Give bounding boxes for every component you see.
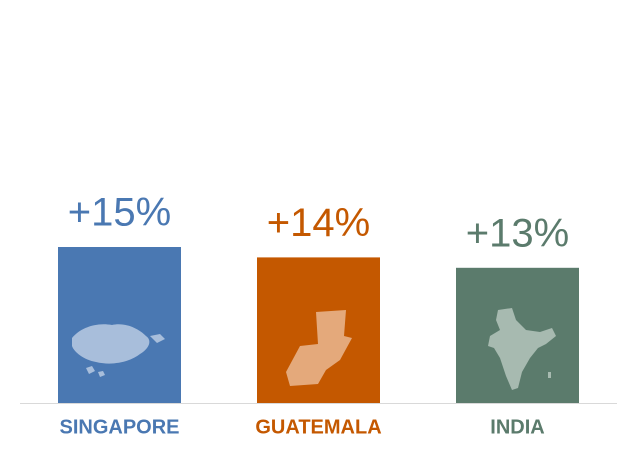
value-label: +13% [466, 211, 569, 255]
category-label: SINGAPORE [59, 416, 179, 438]
value-label: +15% [68, 191, 171, 235]
category-label: INDIA [490, 416, 544, 438]
singapore-map [72, 324, 165, 377]
maps [72, 308, 556, 390]
guatemala-map [286, 310, 352, 386]
category-label: GUATEMALA [255, 416, 381, 438]
india-map [488, 308, 556, 390]
value-label: +14% [267, 201, 370, 245]
